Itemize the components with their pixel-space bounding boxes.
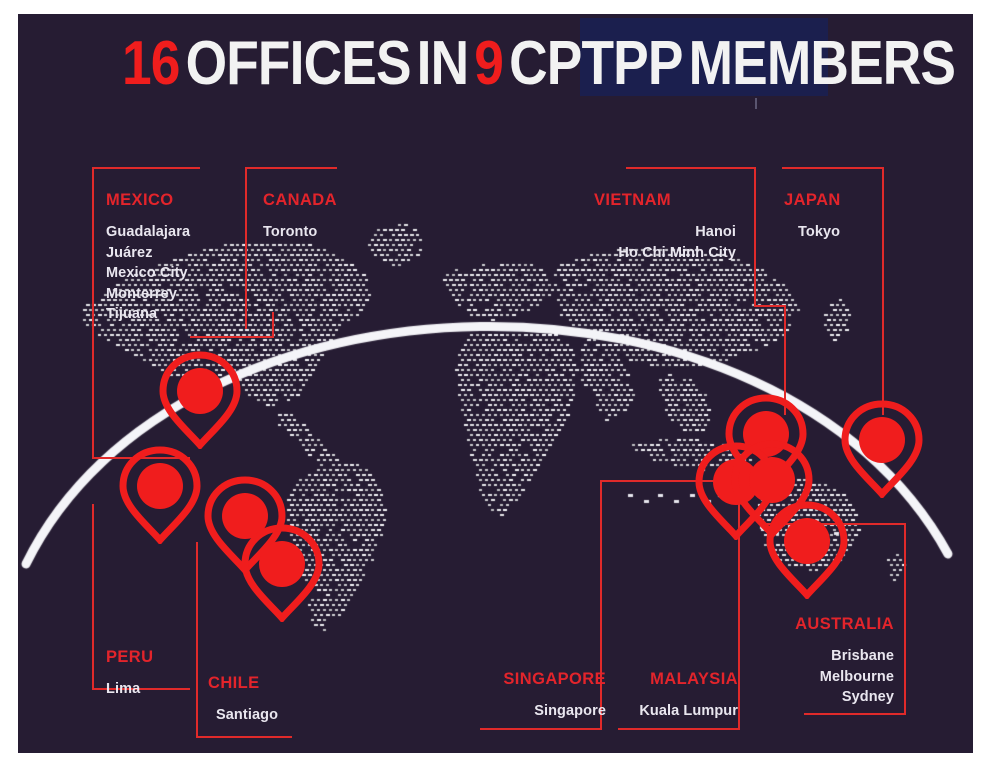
connector-vietnam-jog [754, 305, 786, 307]
page-title: 16OFFICESIN9CPTPPMEMBERS [122, 28, 956, 100]
connector-chile-left [196, 542, 198, 738]
connector-vietnam-top [626, 167, 756, 169]
connector-mexico-jog-v [272, 312, 274, 338]
connector-australia-top [762, 523, 906, 525]
city-australia-2: Sydney [841, 689, 894, 705]
connector-chile-bottom [196, 736, 292, 738]
label-block-mexico: MEXICO Guadalajara Juárez Mexico City Mo… [106, 190, 256, 325]
connector-japan-right [882, 167, 884, 415]
title-office-count: 16 [122, 29, 180, 98]
connector-peru-bottom [92, 688, 190, 690]
connector-vietnam-drop [784, 305, 786, 415]
title-bar: 16OFFICESIN9CPTPPMEMBERS [18, 14, 973, 110]
title-word-agreement: CPTPP [509, 29, 683, 98]
city-chile-0: Santiago [216, 707, 279, 723]
label-block-japan: JAPAN Tokyo [784, 190, 904, 243]
world-map-dots [18, 134, 973, 694]
country-name-australia: AUSTRALIA [795, 615, 894, 633]
label-block-canada: CANADA Toronto [263, 190, 393, 243]
pin-australia[interactable] [765, 501, 849, 599]
city-peru-0: Lima [106, 681, 141, 697]
city-japan-0: Tokyo [798, 224, 841, 240]
connector-vietnam-right [754, 167, 756, 307]
country-name-malaysia: MALAYSIA [650, 670, 738, 688]
city-canada-0: Toronto [263, 224, 318, 240]
connector-australia-right [904, 523, 906, 715]
title-word-members: MEMBERS [688, 29, 956, 98]
connector-mexico-top [92, 167, 200, 169]
pin-canada[interactable] [158, 351, 242, 449]
label-block-peru: PERU Lima [106, 647, 216, 700]
connector-singapore-top [600, 480, 784, 482]
poster-panel: 16OFFICESIN9CPTPPMEMBERS [18, 14, 973, 753]
label-block-malaysia: MALAYSIA Kuala Lumpur [604, 669, 738, 722]
city-mexico-0: Guadalajara [106, 224, 191, 240]
text-cursor-icon [755, 98, 757, 109]
country-name-singapore: SINGAPORE [503, 670, 606, 688]
connector-peru-left [92, 504, 94, 690]
city-mexico-2: Mexico City [106, 265, 188, 281]
city-vietnam-1: Ho Chi Minh City [618, 244, 736, 261]
country-name-mexico: MEXICO [106, 191, 174, 209]
connector-singapore-bottom [480, 728, 600, 730]
world-map [18, 134, 973, 694]
country-name-chile: CHILE [208, 674, 260, 692]
label-block-australia: AUSTRALIA Brisbane Melbourne Sydney [754, 614, 894, 708]
connector-singapore-left [600, 480, 602, 730]
connector-canada-left [245, 167, 247, 329]
pin-chile[interactable] [240, 524, 324, 622]
label-block-vietnam: VIETNAM Hanoi Ho Chi Minh City [594, 190, 736, 263]
title-word-offices: OFFICES [185, 29, 412, 98]
country-name-canada: CANADA [263, 191, 337, 209]
label-block-chile: CHILE Santiago [208, 673, 328, 726]
label-block-singapore: SINGAPORE Singapore [458, 669, 606, 722]
connector-canada-top [245, 167, 337, 169]
connector-mexico-jog-h [190, 336, 274, 338]
pin-mexico[interactable] [118, 446, 202, 544]
city-singapore-0: Singapore [534, 703, 606, 719]
city-australia-0: Brisbane [831, 648, 894, 664]
connector-australia-bottom [804, 713, 906, 715]
title-member-count: 9 [474, 29, 504, 98]
country-name-japan: JAPAN [784, 191, 841, 209]
city-mexico-4: Tijuana [106, 306, 158, 322]
city-malaysia-0: Kuala Lumpur [639, 703, 738, 719]
connector-japan-top [782, 167, 884, 169]
city-australia-1: Melbourne [819, 668, 894, 685]
city-mexico-3: Monterrey [106, 285, 177, 302]
city-mexico-1: Juárez [106, 244, 153, 261]
country-name-vietnam: VIETNAM [594, 191, 672, 209]
connector-malaysia-bottom [618, 728, 740, 730]
title-selection-highlight [580, 18, 828, 96]
city-vietnam-0: Hanoi [695, 224, 736, 240]
country-name-peru: PERU [106, 648, 154, 666]
title-word-in: IN [416, 29, 469, 98]
connector-mexico-left [92, 167, 94, 459]
connector-malaysia-right [738, 484, 740, 730]
pin-japan[interactable] [840, 400, 924, 498]
